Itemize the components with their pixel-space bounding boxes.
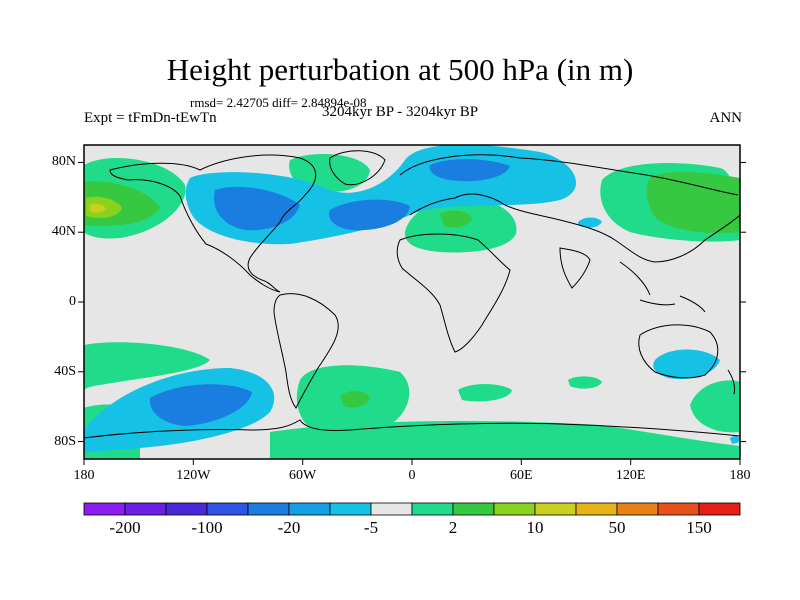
anomaly-region-negative	[149, 384, 252, 426]
colorbar-swatch	[534, 502, 577, 516]
period-label: 3204kyr BP - 3204kyr BP	[322, 104, 479, 120]
anomaly-region-positive	[568, 376, 602, 389]
anomaly-region-negative	[653, 349, 720, 380]
colorbar-swatch	[206, 502, 249, 516]
coast-greenland	[329, 150, 386, 186]
coast-north-america	[109, 154, 317, 293]
lat-tick-label-80n: 80N	[51, 154, 76, 170]
colorbar-swatch	[124, 502, 167, 516]
colorbar-swatch	[452, 502, 495, 516]
lon-tick-label-120w: 120W	[176, 468, 211, 483]
coastlines	[84, 150, 740, 439]
lon-tick-marks	[83, 459, 741, 465]
plot-frame	[78, 144, 746, 465]
season-label: ANN	[709, 110, 743, 126]
anomaly-region-negative	[84, 437, 98, 448]
colorbar-swatch	[165, 502, 208, 516]
anomaly-region-positive	[458, 384, 512, 402]
anomaly-region-negative	[214, 186, 300, 231]
colorbar-swatch	[83, 502, 126, 516]
coast-eurasia	[399, 154, 740, 263]
anomaly-region-negative	[329, 199, 410, 231]
lon-tick-label-180e: 180	[729, 468, 751, 483]
coast-antarctica	[84, 419, 740, 439]
colorbar-swatch	[247, 502, 290, 516]
lon-tick-label-60e: 60E	[510, 468, 533, 483]
anomaly-region-positive	[440, 210, 472, 228]
lat-tick-label-40s: 40S	[54, 363, 76, 379]
colorbar-label: -20	[277, 518, 301, 537]
anomaly-region-negative	[429, 159, 510, 182]
colorbar-swatch	[288, 502, 331, 516]
stats-label: rmsd= 2.42705 diff= 2.84894e-08	[190, 95, 367, 110]
map-title: Height perturbation at 500 hPa (in m)	[166, 52, 634, 87]
anomaly-region-positive	[690, 380, 740, 433]
coast-southeast-asia	[619, 261, 706, 313]
colorbar-swatch	[329, 502, 372, 516]
experiment-label: Expt = tFmDn-tEwTn	[84, 110, 217, 126]
lat-tick-label-80s: 80S	[54, 433, 76, 449]
anomaly-region-positive	[90, 203, 106, 213]
anomaly-region-positive	[270, 420, 740, 459]
lat-tick-marks	[78, 161, 746, 443]
lon-tick-label-120e: 120E	[615, 468, 646, 483]
anomaly-region-positive	[340, 390, 370, 408]
colorbar-label: -5	[363, 518, 379, 537]
lon-tick-label-60w: 60W	[289, 468, 317, 483]
anomaly-region-positive	[84, 342, 210, 390]
coast-africa	[396, 233, 511, 353]
lat-tick-label-40n: 40N	[51, 224, 76, 240]
contour-fills	[84, 145, 740, 459]
colorbar-label: 2	[448, 518, 458, 537]
lon-tick-label-180w: 180	[73, 468, 95, 483]
colorbar-swatch	[657, 502, 700, 516]
colorbar-label: 150	[686, 518, 712, 537]
lon-tick-label-0: 0	[408, 468, 416, 483]
colorbar-label: -100	[191, 518, 223, 537]
colorbar-swatch	[411, 502, 454, 516]
colorbar-label: 10	[526, 518, 544, 537]
colorbar-swatch	[493, 502, 536, 516]
colorbar-label: 50	[608, 518, 626, 537]
anomaly-region-negative	[578, 217, 602, 228]
coast-australia	[638, 324, 719, 379]
colorbar-label: -200	[109, 518, 141, 537]
anomaly-region-negative	[730, 435, 740, 444]
colorbar	[83, 502, 741, 516]
anomaly-region-positive	[646, 171, 740, 234]
coast-india	[559, 247, 591, 289]
colorbar-swatch	[370, 502, 413, 516]
colorbar-swatch	[616, 502, 659, 516]
lat-tick-label-0: 0	[69, 294, 76, 309]
colorbar-swatch	[575, 502, 618, 516]
coast-south-america	[273, 293, 339, 409]
coast-new-zealand	[727, 369, 736, 395]
colorbar-swatch	[698, 502, 741, 516]
